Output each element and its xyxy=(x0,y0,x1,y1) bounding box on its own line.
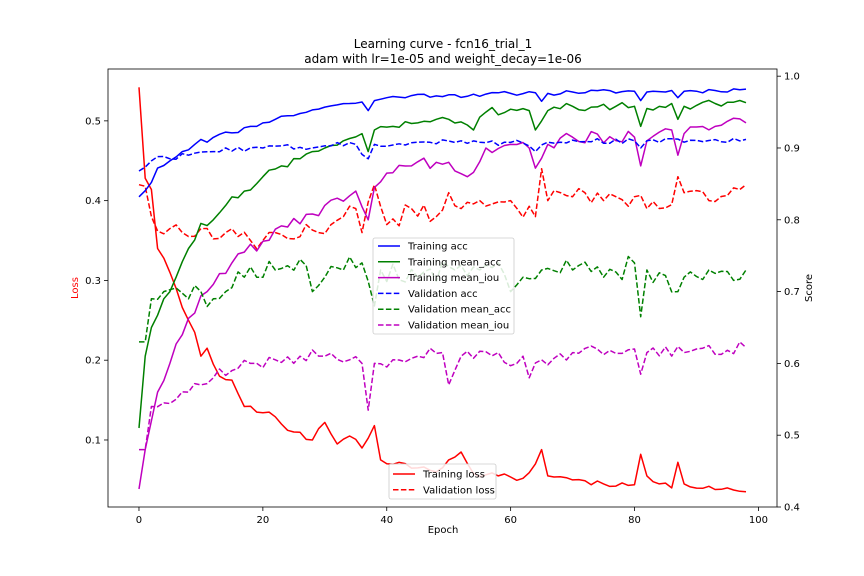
loss-legend-box xyxy=(388,463,497,500)
x-axis: 0 20 40 60 80 100 xyxy=(136,507,768,526)
right-y-axis-label: Score xyxy=(804,274,815,302)
validation-acc-line xyxy=(138,137,747,172)
right-y-tick-label: 0.5 xyxy=(784,431,800,442)
x-tick-label: 0 xyxy=(136,515,142,526)
chart-subtitle: adam with lr=1e-05 and weight_decay=1e-0… xyxy=(304,52,581,66)
validation-mean-iou-line xyxy=(139,341,747,451)
plot-frame xyxy=(107,68,778,508)
left-y-tick-label: 0.2 xyxy=(85,356,101,367)
x-tick-label: 100 xyxy=(749,515,768,526)
right-y-tick-label: 0.6 xyxy=(784,359,800,370)
training-mean-iou-line xyxy=(138,117,747,490)
score-legend-box xyxy=(372,237,515,335)
left-y-tick-label: 0.3 xyxy=(85,276,101,287)
validation-loss-legend-label: Validation loss xyxy=(423,485,495,496)
left-y-tick-label: 0.5 xyxy=(85,116,101,127)
x-tick-label: 20 xyxy=(256,515,269,526)
left-y-axis-label: Loss xyxy=(70,277,81,299)
validation-mean-acc-line xyxy=(139,255,747,343)
validation-acc-legend-label: Validation acc xyxy=(408,289,478,300)
validation-mean-iou-legend-label: Validation mean_iou xyxy=(408,321,509,332)
right-y-tick-label: 0.4 xyxy=(784,503,800,514)
x-tick-label: 80 xyxy=(628,515,641,526)
validation-loss-line xyxy=(138,167,747,250)
right-y-tick-label: 1.0 xyxy=(784,72,800,83)
x-tick-label: 60 xyxy=(504,515,517,526)
chart-title: Learning curve - fcn16_trial_1 xyxy=(354,37,532,51)
left-y-tick-label: 0.1 xyxy=(85,435,101,446)
right-y-tick-label: 0.9 xyxy=(784,143,800,154)
score-lines-group xyxy=(138,88,747,490)
left-y-axis: 0.1 0.2 0.3 0.4 0.5 xyxy=(85,116,108,446)
validation-mean-acc-legend-label: Validation mean_acc xyxy=(408,305,511,316)
training-mean-acc-legend-label: Training mean_acc xyxy=(407,257,501,268)
training-acc-line xyxy=(138,88,747,198)
right-y-axis: 0.4 0.5 0.6 0.7 0.8 0.9 1.0 xyxy=(777,72,800,514)
right-y-tick-label: 0.7 xyxy=(784,287,800,298)
right-y-tick-label: 0.8 xyxy=(784,215,800,226)
x-axis-label: Epoch xyxy=(428,525,459,536)
training-mean-iou-legend-label: Training mean_iou xyxy=(407,273,499,284)
training-mean-acc-line xyxy=(138,99,747,429)
left-y-tick-label: 0.4 xyxy=(85,196,101,207)
score-legend: Training acc Training mean_acc Training me… xyxy=(372,237,515,335)
x-tick-label: 40 xyxy=(380,515,393,526)
training-loss-legend-label: Training loss xyxy=(422,470,485,481)
loss-legend: Training loss Validation loss xyxy=(388,463,497,500)
training-acc-legend-label: Training acc xyxy=(407,242,468,253)
